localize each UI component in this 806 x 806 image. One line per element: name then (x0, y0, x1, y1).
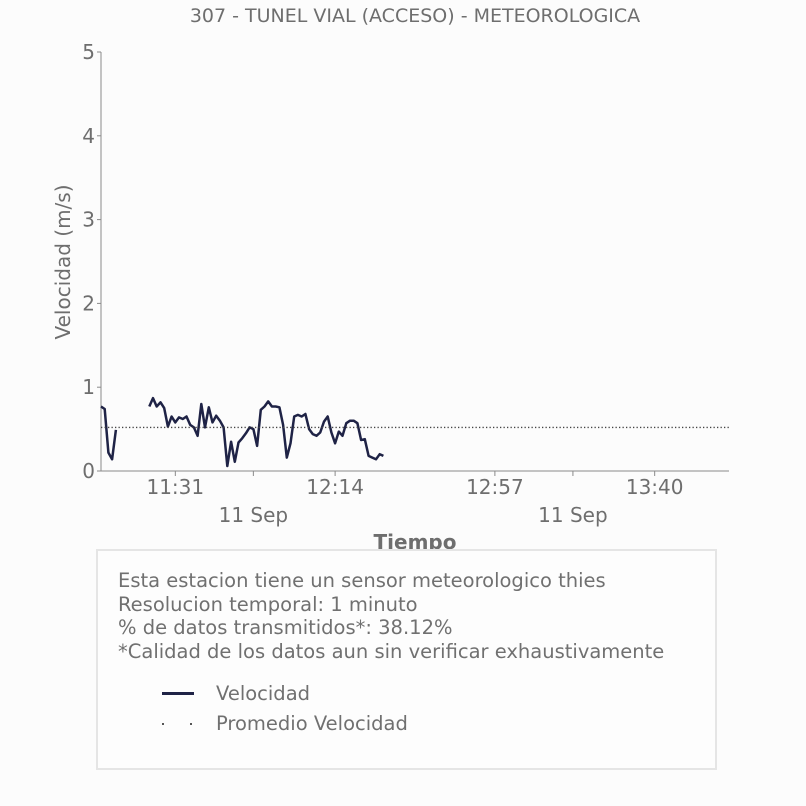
legend-item-velocidad: Velocidad (162, 682, 310, 705)
y-axis-label: Velocidad (m/s) (51, 184, 75, 339)
series-layer (100, 396, 729, 468)
info-line-resolution: Resolucion temporal: 1 minuto (118, 592, 418, 616)
x-tick-date-label: 11 Sep (538, 503, 608, 527)
legend-swatch-solid (162, 692, 194, 695)
y-tick-label: 2 (82, 291, 95, 315)
info-box: Esta estacion tiene un sensor meteorolog… (96, 549, 717, 770)
series-line-velocidad (100, 405, 118, 461)
y-tick-label: 1 (82, 375, 95, 399)
legend-swatch-dotted (162, 722, 194, 725)
chart: 307 - TUNEL VIAL (ACCESO) - METEOROLOGIC… (51, 5, 729, 554)
series-line-velocidad (148, 396, 384, 468)
legend-item-promedio: Promedio Velocidad (162, 712, 408, 735)
y-tick-label: 0 (82, 459, 95, 483)
info-line-sensor: Esta estacion tiene un sensor meteorolog… (118, 569, 606, 592)
chart-title: 307 - TUNEL VIAL (ACCESO) - METEOROLOGIC… (190, 5, 640, 27)
info-line-percentage: % de datos transmitidos*: 38.12% (118, 616, 453, 639)
x-axis-ticks: 11:31 11 Sep 12:14 12:57 11 Sep 13:40 (146, 471, 684, 527)
x-tick-label: 13:40 (626, 475, 684, 499)
legend-label: Promedio Velocidad (216, 712, 408, 735)
y-tick-label: 4 (82, 124, 95, 148)
y-tick-label: 5 (82, 40, 95, 64)
info-line-quality: *Calidad de los datos aun sin verificar … (118, 639, 665, 663)
y-axis-ticks: 0 1 2 3 4 5 (82, 40, 101, 483)
x-tick-label: 12:57 (466, 475, 524, 499)
x-tick-label: 11:31 (146, 475, 204, 499)
x-tick-label: 12:14 (306, 475, 364, 499)
y-tick-label: 3 (82, 208, 95, 232)
x-tick-date-label: 11 Sep (219, 503, 289, 527)
info-text: Esta estacion tiene un sensor meteorolog… (118, 569, 664, 663)
axes (100, 52, 729, 472)
legend-label: Velocidad (216, 682, 311, 705)
